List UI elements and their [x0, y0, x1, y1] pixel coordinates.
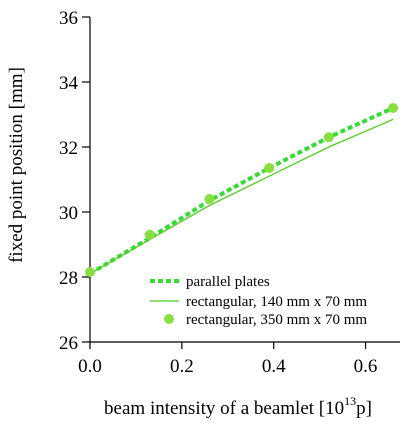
y-tick-label: 30: [59, 203, 78, 224]
x-tick-label: 0.2: [170, 356, 194, 377]
plot-series: [85, 103, 399, 278]
legend-label-rect-140: rectangular, 140 mm x 70 mm: [186, 294, 367, 310]
legend-label-parallel-plates: parallel plates: [186, 274, 270, 290]
data-point-rect-350: [388, 103, 399, 113]
y-tick-label: 34: [59, 73, 79, 94]
x-axis-title-unit: p]: [356, 398, 372, 419]
x-tick-label: 0.4: [262, 356, 286, 377]
x-tick-label: 0.0: [78, 356, 102, 377]
y-tick-label: 32: [59, 138, 78, 159]
x-axis-title-superscript: 13: [344, 394, 356, 408]
x-ticks: 0.0 0.2 0.4 0.6: [78, 342, 377, 377]
axes: [89, 17, 400, 343]
series-line-parallel-plates: [88, 106, 394, 276]
data-point-rect-350: [323, 132, 334, 143]
y-tick-label: 28: [59, 268, 78, 289]
y-ticks: 26 28 30 32 34 36: [59, 8, 90, 354]
data-point-rect-350: [264, 163, 275, 174]
legend-label-rect-350: rectangular, 350 mm x 70 mm: [186, 312, 367, 328]
x-tick-label: 0.6: [354, 356, 378, 377]
series-line-rect-140: [89, 118, 394, 275]
data-point-rect-350: [85, 267, 95, 278]
y-tick-label: 36: [59, 8, 78, 29]
y-tick-label: 26: [59, 333, 78, 354]
x-axis-title: beam intensity of a beamlet [1013p]: [104, 394, 372, 419]
data-point-rect-350: [144, 229, 155, 240]
legend-swatch-rect-350: [164, 314, 174, 324]
data-point-rect-350: [204, 194, 215, 204]
y-axis-title: fixed point position [mm]: [6, 67, 27, 263]
legend: parallel plates rectangular, 140 mm x 70…: [150, 274, 367, 328]
x-axis-title-main: beam intensity of a beamlet [10: [104, 398, 344, 419]
